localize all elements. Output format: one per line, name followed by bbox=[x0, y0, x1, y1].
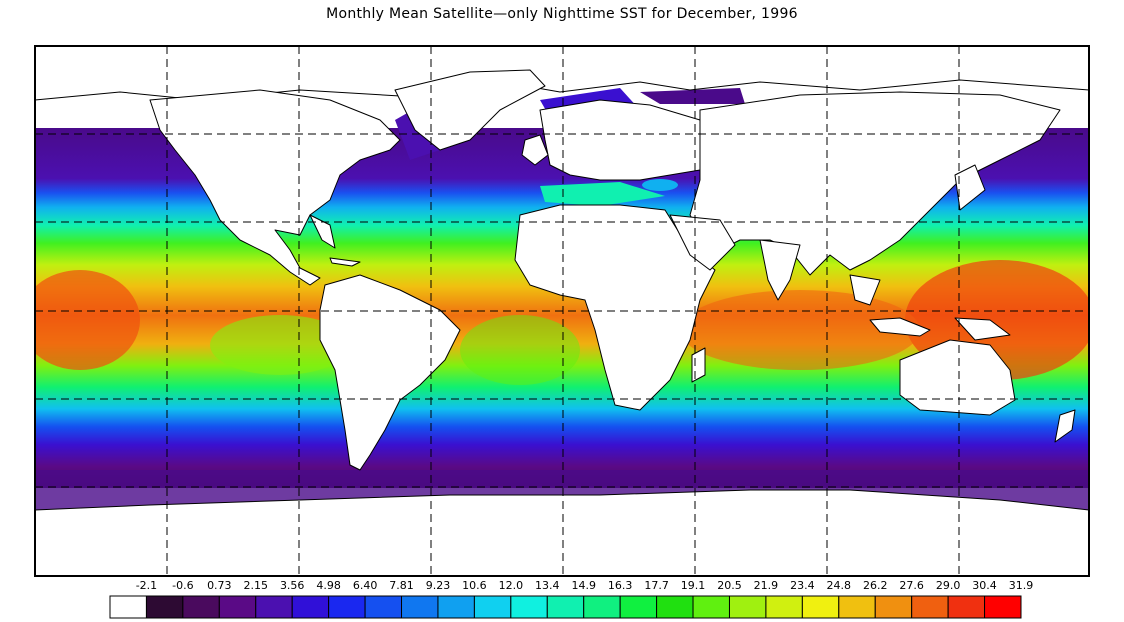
colorbar-tick-label: 13.4 bbox=[535, 579, 560, 592]
colorbar-swatch bbox=[546, 595, 585, 619]
colorbar-swatch bbox=[947, 595, 986, 619]
colorbar-swatch bbox=[437, 595, 475, 619]
colorbar-swatch bbox=[656, 595, 694, 619]
japan bbox=[954, 164, 986, 211]
colorbar-tick-label: 31.9 bbox=[1008, 579, 1034, 592]
cool-south-atlantic bbox=[460, 315, 580, 385]
black-sea bbox=[642, 179, 678, 191]
graticule bbox=[35, 46, 1089, 576]
australia bbox=[899, 339, 1016, 416]
colorbar-tick-label: -0.6 bbox=[172, 579, 194, 592]
warm-pool-central-pacific bbox=[35, 270, 140, 370]
india bbox=[759, 239, 801, 301]
colorbar-swatch bbox=[765, 595, 803, 619]
new-zealand bbox=[1054, 409, 1076, 443]
colorbar-tick-label: 27.6 bbox=[899, 579, 924, 592]
colorbar-tick-label: 24.8 bbox=[826, 579, 852, 592]
colorbar-swatch bbox=[510, 595, 548, 619]
colorbar-tick-label: 12.0 bbox=[498, 579, 524, 592]
caribbean-islands bbox=[329, 257, 361, 267]
colorbar-tick-label: 16.3 bbox=[607, 579, 633, 592]
map-frame bbox=[34, 45, 1090, 577]
colorbar-swatch bbox=[911, 595, 949, 619]
colorbar-swatch bbox=[401, 595, 439, 619]
warm-indian-ocean bbox=[680, 290, 920, 370]
colorbar-swatch bbox=[984, 595, 1022, 619]
colorbar-tick-label: 2.15 bbox=[243, 579, 269, 592]
colorbar bbox=[109, 595, 1022, 619]
colorbar-swatch bbox=[328, 595, 366, 619]
cool-east-pacific bbox=[210, 315, 350, 375]
colorbar-tick-label: 9.23 bbox=[425, 579, 451, 592]
colorbar-swatch bbox=[583, 595, 621, 619]
arabia bbox=[669, 214, 736, 271]
north-america bbox=[149, 89, 401, 286]
colorbar-swatch bbox=[182, 595, 220, 619]
colorbar-swatch bbox=[619, 595, 658, 619]
colorbar-swatch bbox=[218, 595, 257, 619]
colorbar-tick-label: 21.9 bbox=[753, 579, 779, 592]
arctic-land bbox=[34, 45, 1090, 101]
mediterranean-sea bbox=[540, 182, 665, 206]
british-isles bbox=[521, 134, 549, 166]
map-title: Monthly Mean Satellite—only Nighttime SS… bbox=[326, 6, 798, 22]
indonesia bbox=[869, 317, 931, 337]
colorbar-swatch bbox=[692, 595, 730, 619]
colorbar-tick-label: 14.9 bbox=[571, 579, 596, 592]
colorbar-labels: -2.1 -0.6 0.73 2.15 3.56 4.98 6.40 7.81 9.23 10.6… bbox=[0, 579, 1124, 595]
colorbar-swatch bbox=[728, 595, 767, 619]
colorbar-swatch bbox=[291, 595, 330, 619]
south-america bbox=[319, 274, 461, 471]
colorbar-swatch bbox=[364, 595, 403, 619]
colorbar-swatch bbox=[874, 595, 913, 619]
barents-sea bbox=[640, 88, 745, 104]
colorbar-tick-label: 26.2 bbox=[862, 579, 888, 592]
colorbar-tick-label: -2.1 bbox=[135, 579, 158, 592]
colorbar-tick-label: 29.0 bbox=[935, 579, 961, 592]
colorbar-tick-label: 4.98 bbox=[316, 579, 341, 592]
greenland bbox=[394, 69, 546, 151]
colorbar-swatch bbox=[801, 595, 840, 619]
colorbar-tick-label: 20.5 bbox=[717, 579, 742, 592]
colorbar-swatch bbox=[838, 595, 876, 619]
colorbar-tick-label: 0.73 bbox=[207, 579, 232, 592]
colorbar-swatch bbox=[255, 595, 293, 619]
new-guinea bbox=[954, 317, 1011, 341]
colorbar-tick-label: 7.81 bbox=[389, 579, 414, 592]
colorbar-swatch bbox=[145, 595, 184, 619]
colorbar-tick-label: 17.7 bbox=[644, 579, 669, 592]
colorbar-tick-label: 23.4 bbox=[790, 579, 815, 592]
colorbar-tick-label: 6.40 bbox=[352, 579, 378, 592]
colorbar-tick-label: 3.56 bbox=[279, 579, 305, 592]
africa bbox=[514, 204, 716, 411]
colorbar-tick-label: 19.1 bbox=[680, 579, 706, 592]
colorbar-swatch bbox=[473, 595, 512, 619]
colorbar-swatch bbox=[109, 595, 147, 619]
europe bbox=[539, 99, 701, 181]
colorbar-tick-label: 10.6 bbox=[462, 579, 487, 592]
indochina bbox=[849, 274, 881, 306]
colorbar-tick-label: 30.4 bbox=[972, 579, 997, 592]
